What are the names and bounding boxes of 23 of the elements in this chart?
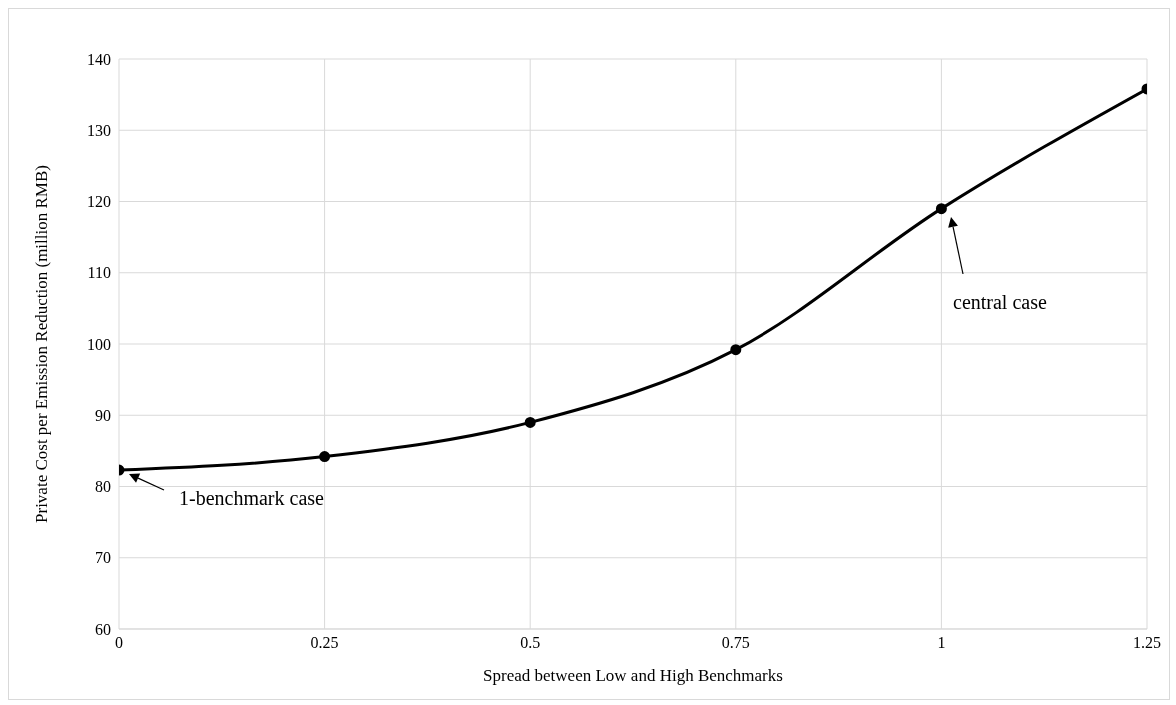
point — [730, 344, 742, 356]
y-tick-label: 130 — [87, 121, 111, 139]
y-tick-label: 140 — [87, 50, 111, 68]
point — [935, 203, 947, 215]
x-tick-label: 0.5 — [520, 634, 541, 652]
x-tick-label: 1.25 — [1133, 634, 1161, 652]
y-tick-label: 120 — [87, 193, 111, 211]
annotation: 1-benchmark case — [179, 487, 325, 509]
x-tick-label: 0.75 — [721, 634, 750, 652]
x-axis-title: Spread between Low and High Benchmarks — [483, 666, 783, 685]
x-tick-label: 0 — [115, 634, 123, 652]
x-tick-label: 1 — [937, 634, 946, 652]
y-tick-label: 90 — [95, 406, 111, 424]
point — [524, 416, 536, 428]
point — [319, 451, 331, 463]
annotation: central case — [953, 291, 1047, 313]
x-tick-label: 0.25 — [310, 634, 339, 652]
y-axis-title: Private Cost per Emission Reduction (million RMB) — [32, 165, 52, 523]
y-tick-label: 70 — [95, 549, 111, 567]
y-tick-label: 80 — [95, 478, 111, 496]
y-tick-label: 110 — [87, 264, 111, 282]
y-tick-label: 60 — [95, 620, 111, 638]
y-tick-label: 100 — [87, 335, 111, 353]
